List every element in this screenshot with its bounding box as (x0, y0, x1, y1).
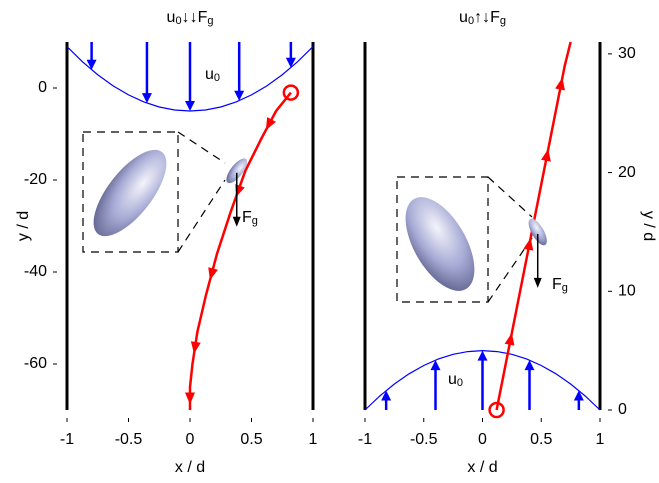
flow-label-part: 0 (214, 72, 220, 84)
start-marker (282, 84, 300, 101)
y-tick-label: 20 (618, 164, 636, 181)
flow-arrow-head (573, 390, 584, 401)
chart-title-part: ↓↓F (182, 9, 208, 26)
force-label-part: F (242, 209, 252, 226)
inset-particle (93, 149, 167, 237)
trajectory-arrow (555, 77, 565, 91)
chart-title-part: g (207, 15, 213, 27)
y-tick-label: 0 (618, 401, 627, 418)
x-tick-label: -0.5 (115, 431, 143, 448)
chart-title-part: u (167, 9, 176, 26)
particle (226, 158, 248, 184)
x-tick-label: 1 (596, 431, 605, 448)
chart-title: u0↓↓Fg (167, 9, 214, 27)
gravity-arrow-head (232, 216, 241, 227)
y-tick-label: -60 (24, 355, 47, 372)
flow-arrow-head (524, 360, 535, 371)
force-label: Fg (552, 276, 568, 294)
y-axis-label: y / d (15, 211, 32, 241)
trajectory-arrow (523, 237, 534, 251)
x-tick-label: 0.5 (240, 431, 262, 448)
x-axis-label: x / d (467, 459, 497, 476)
trajectory-arrow (541, 148, 551, 162)
inset-particle (405, 197, 475, 291)
inset-left (82, 131, 226, 253)
particle (528, 218, 547, 246)
force-label-part: F (552, 276, 562, 293)
chart-title-part: u (459, 9, 468, 26)
flow-label-part: 0 (457, 377, 463, 389)
flow-arrow-head (430, 360, 441, 371)
flow-arrow-head (185, 101, 195, 111)
y-axis-label: y / d (640, 211, 657, 241)
force-label: Fg (242, 209, 258, 227)
chart-title-part: 0 (175, 15, 181, 27)
force-label-part: g (562, 282, 568, 294)
x-tick-label: 1 (309, 431, 318, 448)
trajectory-arrow (185, 392, 195, 405)
trajectory-arrow (190, 341, 201, 354)
chart-title-part: 0 (468, 15, 474, 27)
chart-title-part: g (500, 15, 506, 27)
x-tick-label: 0 (478, 431, 487, 448)
trajectory-arrow (504, 332, 515, 346)
start-marker (488, 401, 505, 419)
chart-title: u0↑↓Fg (459, 9, 506, 27)
y-tick-label: -20 (24, 171, 47, 188)
x-tick-label: -0.5 (410, 431, 438, 448)
flow-arrow-head (381, 390, 392, 401)
x-tick-label: 0.5 (530, 431, 552, 448)
flow-arrow-head (285, 57, 296, 68)
gravity-arrow-head (533, 277, 542, 288)
y-tick-label: 0 (38, 79, 47, 96)
flow-arrow-head (86, 59, 97, 70)
force-label-part: g (252, 215, 258, 227)
trajectory-arrow (235, 184, 245, 198)
x-tick-label: -1 (60, 431, 74, 448)
trajectory-arrow (208, 267, 218, 281)
y-tick-label: -40 (24, 263, 47, 280)
flow-arrow-head (141, 93, 152, 104)
chart-title-part: ↑↓F (474, 9, 500, 26)
x-axis-label: x / d (175, 459, 205, 476)
flow-label-part: u (448, 371, 457, 388)
y-tick-label: 10 (618, 283, 636, 300)
flow-arrow-head (234, 90, 245, 101)
trajectory-arrow (265, 117, 276, 131)
flow-label-part: u (205, 66, 214, 83)
x-tick-label: 0 (186, 431, 195, 448)
flow-arrow-head (477, 350, 488, 361)
flow-profile (364, 350, 601, 411)
flow-label: u0 (448, 371, 463, 389)
trajectory (188, 91, 292, 410)
y-tick-label: 30 (618, 45, 636, 62)
inset-right (396, 176, 533, 303)
x-tick-label: -1 (358, 431, 372, 448)
flow-label: u0 (205, 66, 220, 84)
